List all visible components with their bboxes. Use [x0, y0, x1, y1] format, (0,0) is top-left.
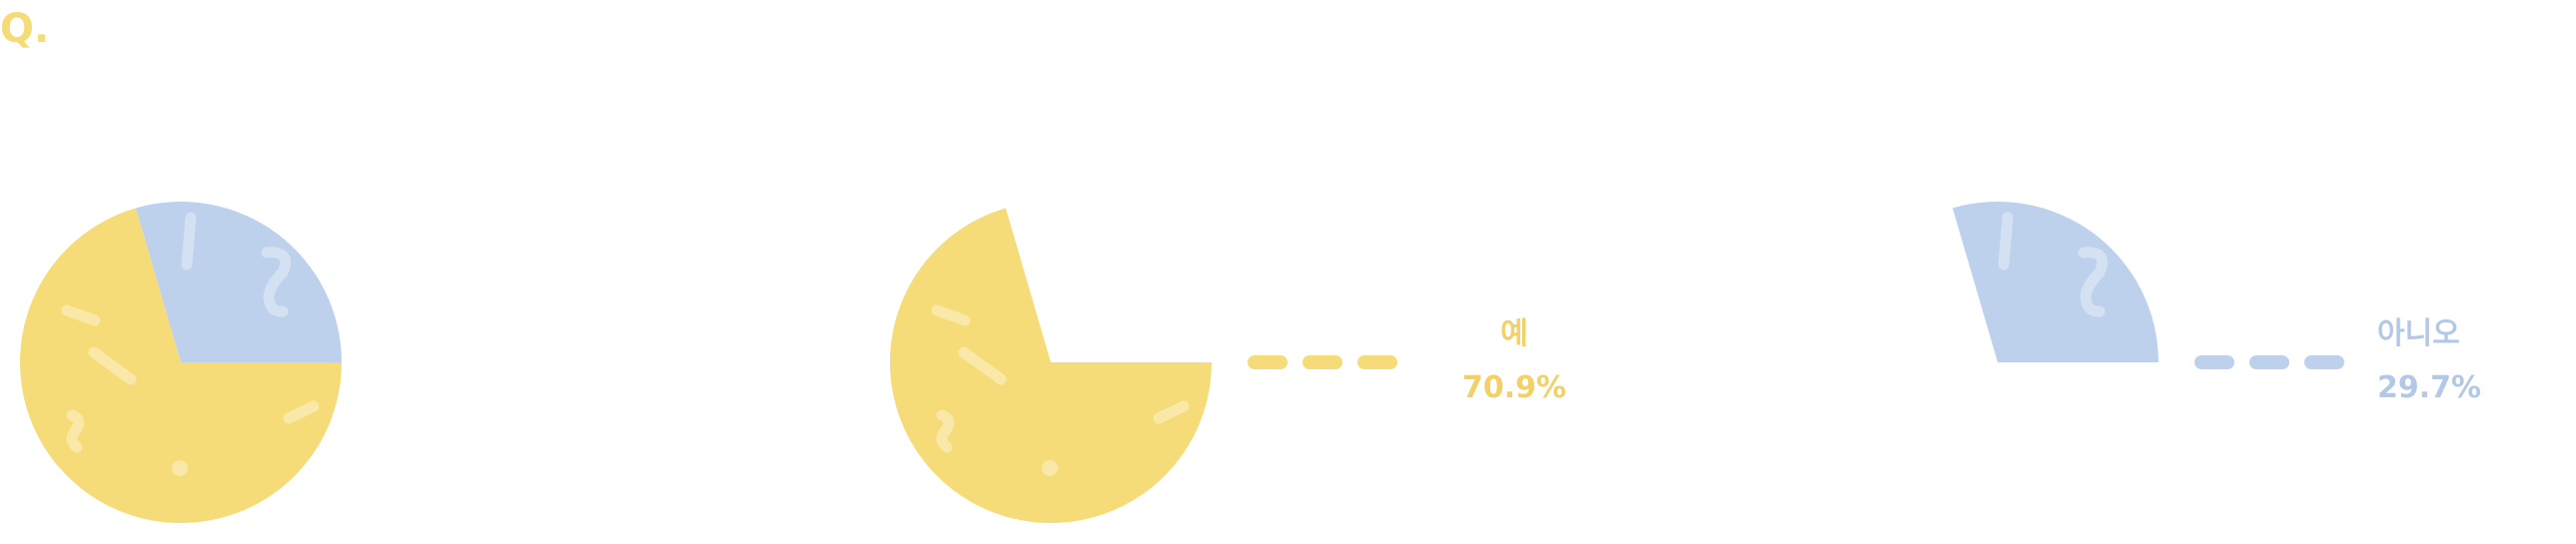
deco-question-icon: [936, 409, 955, 453]
deco-dash-icon: [61, 304, 101, 326]
leader-line-no: [2194, 355, 2344, 369]
pie-yes-exploded: [890, 208, 1212, 524]
deco-dash-icon: [1153, 400, 1190, 424]
data-label-yes: 70.9%: [1462, 370, 1566, 405]
leader-dash: [2194, 355, 2234, 369]
slice-no: [135, 202, 342, 362]
leader-dash: [2249, 355, 2289, 369]
deco-dash-icon: [958, 346, 1007, 385]
legend-label-no: 아니오: [2377, 316, 2460, 351]
leader-dash: [1302, 355, 1342, 369]
deco-question-icon: [261, 247, 292, 317]
deco-dot-icon: [1042, 460, 1058, 476]
question-marker: Q.: [0, 6, 49, 52]
slice-yes: [890, 208, 1212, 524]
deco-dash-icon: [1998, 212, 2014, 271]
data-label-no: 29.7%: [2377, 370, 2481, 405]
deco-dash-icon: [931, 304, 971, 326]
leader-line-yes: [1248, 355, 1397, 369]
deco-dot-icon: [172, 460, 188, 476]
deco-dash-icon: [181, 212, 197, 271]
leader-dash: [2304, 355, 2344, 369]
pie-full: [20, 202, 342, 524]
deco-question-icon: [66, 409, 85, 453]
deco-dash-icon: [88, 346, 137, 385]
legend-label-yes: 예: [1500, 316, 1528, 351]
deco-dash-icon: [283, 400, 320, 424]
deco-question-icon: [2078, 247, 2109, 317]
slice-yes: [20, 208, 342, 524]
leader-dash: [1357, 355, 1397, 369]
pie-no-exploded: [1952, 202, 2158, 362]
slice-no: [1952, 202, 2158, 362]
leader-dash: [1248, 355, 1288, 369]
